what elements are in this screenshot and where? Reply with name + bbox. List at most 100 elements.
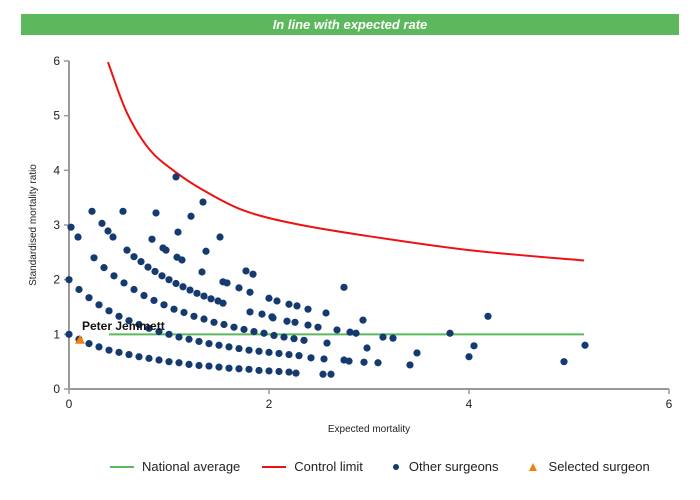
legend-label: National average xyxy=(142,459,241,474)
surgeon-point xyxy=(235,365,243,373)
legend-other-surgeons[interactable]: Other surgeons xyxy=(385,459,499,474)
surgeon-point xyxy=(148,235,156,243)
surgeon-point xyxy=(484,312,492,320)
y-tick-label: 3 xyxy=(53,218,60,232)
surgeon-point xyxy=(293,302,301,310)
surgeon-point xyxy=(190,312,198,320)
surgeon-point xyxy=(155,328,163,336)
surgeon-point xyxy=(95,343,103,351)
x-tick-label: 0 xyxy=(66,397,73,411)
surgeon-point xyxy=(255,347,263,355)
y-tick-label: 1 xyxy=(53,327,60,341)
surgeon-point xyxy=(446,329,454,337)
surgeon-point xyxy=(109,233,117,241)
y-tick-label: 5 xyxy=(53,109,60,123)
surgeon-point xyxy=(185,335,193,343)
surgeon-point xyxy=(230,323,238,331)
surgeon-point xyxy=(215,363,223,371)
surgeon-point xyxy=(199,198,207,206)
surgeon-point xyxy=(389,334,397,342)
surgeon-point xyxy=(269,314,277,322)
surgeon-point xyxy=(119,207,127,215)
surgeon-point xyxy=(360,358,368,366)
y-tick-label: 4 xyxy=(53,163,60,177)
surgeon-point xyxy=(235,344,243,353)
surgeon-point xyxy=(185,360,193,368)
surgeon-point xyxy=(320,355,328,363)
triangle-icon xyxy=(528,462,537,471)
surgeon-point xyxy=(352,329,360,337)
x-tick-label: 2 xyxy=(266,397,273,411)
surgeon-point xyxy=(413,349,421,357)
surgeon-point xyxy=(345,357,353,365)
surgeon-point xyxy=(283,317,291,325)
y-tick-label: 0 xyxy=(53,382,60,396)
surgeon-point xyxy=(465,353,473,361)
legend: National average Control limit Other sur… xyxy=(110,459,672,474)
surgeon-point xyxy=(275,367,283,376)
surgeon-point xyxy=(115,312,123,320)
control-limit-line xyxy=(107,61,585,262)
surgeon-point xyxy=(322,309,330,317)
surgeon-point xyxy=(225,343,233,351)
surgeon-point xyxy=(258,310,266,318)
legend-national-average[interactable]: National average xyxy=(110,459,240,474)
surgeon-point xyxy=(280,333,288,341)
surgeon-point xyxy=(470,342,478,350)
surgeon-point xyxy=(178,256,186,264)
surgeon-point xyxy=(333,326,341,334)
surgeon-point xyxy=(155,356,163,364)
surgeon-point xyxy=(137,258,145,266)
selected-surgeon-point xyxy=(75,334,85,344)
surgeon-point xyxy=(125,350,133,359)
surgeon-point xyxy=(165,330,173,338)
surgeon-point xyxy=(120,279,128,287)
legend-selected-surgeon[interactable]: Selected surgeon xyxy=(521,459,650,474)
surgeon-point xyxy=(110,272,118,280)
surgeon-point xyxy=(323,339,331,347)
surgeon-point xyxy=(195,337,203,346)
surgeon-point xyxy=(246,288,254,296)
surgeon-point xyxy=(246,308,254,316)
surgeon-point xyxy=(265,294,273,302)
surgeon-point xyxy=(255,366,263,375)
surgeon-point xyxy=(363,344,371,352)
surgeon-point xyxy=(65,330,73,338)
surgeon-point xyxy=(135,353,143,361)
surgeon-point xyxy=(150,296,158,305)
surgeon-point xyxy=(260,329,268,337)
surgeon-point xyxy=(359,316,367,324)
surgeon-point xyxy=(250,328,258,336)
surgeon-point xyxy=(379,333,387,341)
surgeon-point xyxy=(98,219,106,227)
surgeon-point xyxy=(140,291,148,300)
surgeon-point xyxy=(242,267,250,275)
surgeon-point xyxy=(160,301,168,309)
legend-label: Selected surgeon xyxy=(548,459,650,474)
legend-label: Control limit xyxy=(294,459,363,474)
surgeon-point xyxy=(100,264,108,272)
surgeon-point xyxy=(210,318,218,326)
surgeon-point xyxy=(406,361,414,369)
y-tick-label: 2 xyxy=(53,273,60,287)
dot-icon xyxy=(392,463,399,470)
surgeon-point xyxy=(219,299,227,307)
surgeon-point xyxy=(130,285,138,294)
surgeon-point xyxy=(144,263,152,271)
surgeon-point xyxy=(145,354,153,362)
legend-control-limit[interactable]: Control limit xyxy=(262,459,363,474)
y-tick-label: 6 xyxy=(53,54,60,68)
surgeon-point xyxy=(67,223,75,231)
surgeon-point xyxy=(90,254,98,262)
surgeon-point xyxy=(223,279,231,287)
surgeon-point xyxy=(300,336,308,344)
surgeon-point xyxy=(216,233,224,241)
surgeon-point xyxy=(220,320,228,329)
surgeon-point xyxy=(174,228,182,236)
surgeon-point xyxy=(74,233,82,241)
surgeon-point xyxy=(85,294,93,302)
surgeon-point xyxy=(195,361,203,370)
surgeon-point xyxy=(202,247,210,255)
green-line-icon xyxy=(110,465,134,468)
surgeon-point xyxy=(319,370,327,378)
